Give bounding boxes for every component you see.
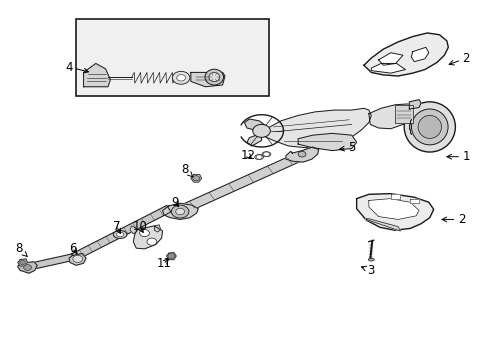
Circle shape: [176, 75, 185, 81]
Text: 2: 2: [441, 213, 464, 226]
Text: 4: 4: [65, 60, 88, 73]
Text: 12: 12: [241, 149, 255, 162]
Polygon shape: [190, 175, 201, 182]
Circle shape: [256, 155, 262, 159]
Polygon shape: [285, 147, 318, 162]
Polygon shape: [298, 134, 356, 150]
Polygon shape: [83, 63, 110, 87]
Polygon shape: [166, 252, 176, 260]
Polygon shape: [378, 53, 402, 65]
Text: 5: 5: [339, 141, 355, 154]
Text: 1: 1: [446, 150, 469, 163]
Text: 7: 7: [113, 220, 120, 233]
Text: 8: 8: [16, 242, 27, 256]
Circle shape: [23, 265, 31, 270]
Ellipse shape: [204, 69, 223, 85]
Circle shape: [175, 208, 184, 215]
Polygon shape: [410, 47, 428, 62]
Circle shape: [263, 152, 269, 156]
Circle shape: [73, 255, 82, 262]
Polygon shape: [133, 226, 162, 249]
Polygon shape: [154, 225, 160, 232]
Ellipse shape: [113, 230, 127, 238]
Polygon shape: [130, 226, 137, 234]
Circle shape: [171, 205, 188, 218]
Polygon shape: [22, 254, 74, 271]
Text: 6: 6: [69, 242, 77, 255]
Circle shape: [167, 253, 174, 258]
Polygon shape: [363, 33, 447, 76]
Bar: [76, 19, 268, 96]
Polygon shape: [408, 100, 420, 109]
Text: 11: 11: [156, 257, 171, 270]
Polygon shape: [244, 119, 266, 131]
Polygon shape: [18, 259, 27, 266]
Polygon shape: [18, 262, 37, 273]
Polygon shape: [190, 72, 224, 87]
Ellipse shape: [116, 232, 123, 237]
Circle shape: [147, 238, 157, 245]
Text: 8: 8: [181, 163, 192, 177]
Polygon shape: [177, 152, 304, 214]
Polygon shape: [261, 108, 370, 148]
Circle shape: [298, 151, 305, 157]
Ellipse shape: [404, 102, 454, 152]
FancyBboxPatch shape: [394, 105, 412, 123]
Text: 3: 3: [361, 264, 374, 277]
Ellipse shape: [254, 154, 263, 159]
Text: 2: 2: [448, 51, 469, 65]
Text: 9: 9: [171, 196, 179, 209]
Polygon shape: [356, 194, 433, 230]
Polygon shape: [370, 63, 405, 73]
Circle shape: [172, 71, 189, 84]
Polygon shape: [69, 253, 86, 265]
Ellipse shape: [417, 116, 441, 138]
Circle shape: [252, 125, 270, 137]
Polygon shape: [246, 134, 261, 146]
Polygon shape: [390, 194, 399, 199]
Circle shape: [20, 260, 25, 265]
Polygon shape: [162, 203, 198, 220]
Polygon shape: [72, 206, 171, 260]
Ellipse shape: [367, 258, 373, 261]
Polygon shape: [365, 219, 400, 231]
Polygon shape: [409, 199, 418, 203]
Ellipse shape: [411, 109, 447, 145]
Polygon shape: [368, 104, 417, 129]
Ellipse shape: [262, 152, 270, 157]
Circle shape: [140, 229, 149, 237]
Ellipse shape: [208, 72, 219, 82]
Circle shape: [192, 176, 199, 181]
Polygon shape: [368, 199, 418, 220]
Text: 10: 10: [132, 220, 147, 233]
